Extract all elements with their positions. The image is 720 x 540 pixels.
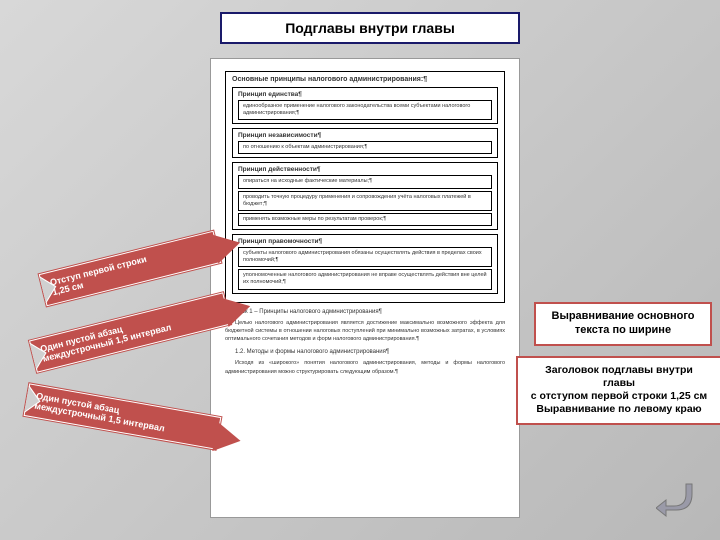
principle-box-3: Принцип действенности¶ опираться на исхо…: [232, 162, 498, 230]
callout-label: Отступ первой строки 1,25 см: [39, 231, 222, 306]
doc-paragraph: Исходя из «широкого» понятия налогового …: [225, 359, 505, 376]
figure-caption: Рисунок 1 – Принципы налогового админист…: [225, 309, 505, 315]
callout-box-subheading: Заголовок подглавы внутри главы с отступ…: [516, 356, 720, 425]
callout-arrow-spacing-2: Один пустой абзац междустрочный 1,5 инте…: [24, 383, 222, 449]
doc-main-title: Основные принципы налогового администрир…: [232, 76, 498, 83]
callout-box-alignment: Выравнивание основного текста по ширине: [534, 302, 712, 346]
callout-text: Один пустой абзац междустрочный 1,5 инте…: [34, 391, 166, 434]
document-preview: Основные принципы налогового администрир…: [210, 58, 520, 518]
principle-title: Принцип независимости¶: [238, 132, 492, 139]
callout-label: Один пустой абзац междустрочный 1,5 инте…: [24, 383, 222, 449]
callout-arrow-indent: Отступ первой строки 1,25 см: [39, 231, 222, 306]
callout-label: Один пустой абзац междустрочный 1,5 инте…: [29, 292, 231, 372]
principle-item: субъекты налогового администрирования об…: [238, 247, 492, 267]
callout-text: Один пустой абзац междустрочный 1,5 инте…: [39, 322, 172, 364]
callout-box-text: Заголовок подглавы внутри главы с отступ…: [531, 364, 707, 415]
callout-arrow-spacing-1: Один пустой абзац междустрочный 1,5 инте…: [29, 292, 231, 372]
principle-item: проводить точную процедуру применения и …: [238, 191, 492, 211]
principle-title: Принцип единства¶: [238, 91, 492, 98]
principle-item: применять возможные меры по результатам …: [238, 213, 492, 226]
principle-item: опираться на исходные фактические матери…: [238, 175, 492, 188]
doc-paragraph: Целью налогового администрирования являе…: [225, 319, 505, 344]
arrow-head-icon: [212, 422, 243, 456]
principle-item: уполномоченные налогового администрирова…: [238, 269, 492, 289]
doc-subheading: 1.2. Методы и формы налогового администр…: [225, 349, 505, 355]
callout-text: Отступ первой строки 1,25 см: [49, 254, 148, 298]
return-icon[interactable]: [656, 478, 702, 518]
principle-item: по отношению к объектам администрировани…: [238, 141, 492, 154]
doc-main-box: Основные принципы налогового администрир…: [225, 71, 505, 303]
principle-item: единообразное применение налогового зако…: [238, 100, 492, 120]
principle-title: Принцип действенности¶: [238, 166, 492, 173]
principle-box-4: Принцип правомочности¶ субъекты налогово…: [232, 234, 498, 294]
principle-box-2: Принцип независимости¶ по отношению к об…: [232, 128, 498, 158]
principle-title: Принцип правомочности¶: [238, 238, 492, 245]
slide-title: Подглавы внутри главы: [285, 20, 455, 36]
principle-box-1: Принцип единства¶ единообразное применен…: [232, 87, 498, 124]
slide-title-box: Подглавы внутри главы: [220, 12, 520, 44]
callout-box-text: Выравнивание основного текста по ширине: [552, 310, 695, 336]
